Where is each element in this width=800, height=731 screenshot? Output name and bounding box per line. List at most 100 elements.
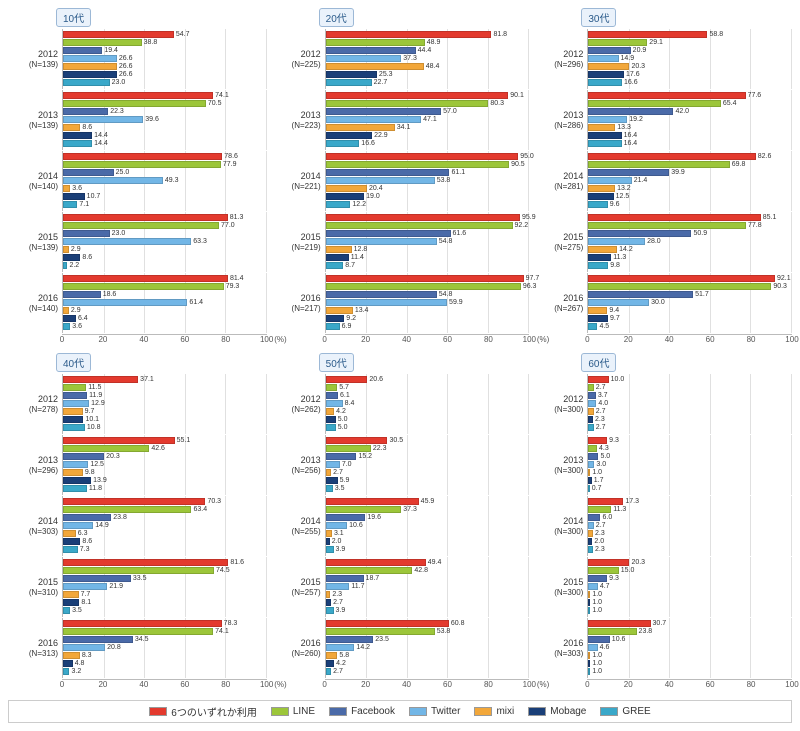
bar-value-label: 90.5 — [511, 161, 525, 168]
axis-tick: 60 — [443, 680, 452, 689]
bar-mixi — [588, 63, 629, 70]
bar-value-label: 4.2 — [336, 408, 346, 415]
bar-facebook — [588, 392, 595, 399]
bar-value-label: 80.3 — [490, 100, 504, 107]
bar-value-label: 53.8 — [437, 628, 451, 635]
bar-value-label: 25.0 — [116, 169, 130, 176]
bar-twitter — [326, 644, 355, 651]
year-block: 2015(N=300)20.315.09.34.71.01.01.0 — [533, 557, 792, 617]
bar-gree — [326, 424, 336, 431]
axis-tick: 60 — [706, 335, 715, 344]
legend-item-mobage: Mobage — [528, 704, 586, 719]
bar-mobage — [326, 477, 338, 484]
bar-value-label: 37.1 — [140, 376, 154, 383]
year-label: 2013(N=286) — [533, 110, 587, 130]
bar-value-label: 74.1 — [215, 92, 229, 99]
bar-value-label: 9.7 — [85, 408, 95, 415]
bars-area: 82.669.839.921.413.212.59.6 — [587, 151, 792, 211]
bar-gree — [588, 546, 593, 553]
legend-item-any6: 6つのいずれか利用 — [149, 704, 257, 719]
bar-facebook — [588, 291, 693, 298]
bar-twitter — [63, 400, 89, 407]
bar-value-label: 16.6 — [624, 79, 638, 86]
bars-area: 97.796.354.859.913.49.26.9 — [325, 273, 530, 333]
panel-title: 30代 — [581, 8, 616, 27]
bar-gree — [588, 485, 590, 492]
bar-value-label: 8.6 — [82, 254, 92, 261]
bar-value-label: 2.0 — [594, 538, 604, 545]
bar-value-label: 4.2 — [336, 660, 346, 667]
bar-value-label: 19.6 — [367, 514, 381, 521]
bars-area: 20.315.09.34.71.01.01.0 — [587, 557, 792, 617]
chart-grid: 10代2012(N=139)54.738.819.426.626.626.623… — [8, 8, 792, 694]
bar-value-label: 10.1 — [85, 416, 99, 423]
bar-value-label: 49.3 — [165, 177, 179, 184]
bar-twitter — [63, 299, 187, 306]
bar-mixi — [63, 246, 69, 253]
bar-value-label: 29.1 — [649, 39, 663, 46]
bars-area: 45.937.319.610.63.12.03.9 — [325, 496, 530, 556]
year-block: 2015(N=275)85.177.850.928.014.211.39.8 — [533, 212, 792, 272]
bar-value-label: 92.1 — [777, 275, 791, 282]
legend-label: Twitter — [431, 706, 460, 717]
bar-mobage — [588, 315, 608, 322]
bar-mixi — [326, 591, 331, 598]
bar-value-label: 1.0 — [592, 591, 602, 598]
bar-mixi — [326, 185, 367, 192]
bar-value-label: 54.7 — [176, 31, 190, 38]
axis-tick: 40 — [665, 335, 674, 344]
bar-gree — [63, 323, 70, 330]
bar-mobage — [588, 599, 590, 606]
bar-value-label: 5.9 — [340, 477, 350, 484]
bar-value-label: 14.2 — [356, 644, 370, 651]
axis-tick: 0 — [60, 335, 64, 344]
bars-area: 30.522.315.27.02.75.93.5 — [325, 435, 530, 495]
bar-value-label: 3.6 — [72, 323, 82, 330]
bar-value-label: 2.7 — [596, 522, 606, 529]
axis-tick: 40 — [139, 680, 148, 689]
bar-mixi — [588, 652, 590, 659]
bar-value-label: 20.8 — [107, 644, 121, 651]
bar-value-label: 8.1 — [81, 599, 91, 606]
bar-value-label: 5.7 — [339, 384, 349, 391]
bar-value-label: 30.0 — [651, 299, 665, 306]
bar-line — [63, 39, 142, 46]
bar-any6 — [588, 275, 775, 282]
year-block: 2013(N=296)55.142.620.312.59.813.911.8 — [8, 435, 267, 495]
bar-any6 — [588, 437, 607, 444]
bar-value-label: 77.0 — [221, 222, 235, 229]
bar-line — [588, 222, 746, 229]
axis-tick: 20 — [624, 680, 633, 689]
axis-tick: 20 — [361, 680, 370, 689]
bar-gree — [326, 140, 360, 147]
bar-value-label: 54.8 — [439, 238, 453, 245]
bar-value-label: 8.6 — [82, 124, 92, 131]
bar-mobage — [326, 599, 331, 606]
bar-mobage — [326, 193, 365, 200]
bar-value-label: 4.7 — [600, 583, 610, 590]
bar-mixi — [588, 591, 590, 598]
bars-area: 17.311.36.02.72.32.02.3 — [587, 496, 792, 556]
bar-line — [588, 567, 618, 574]
bar-mixi — [588, 307, 607, 314]
year-block: 2012(N=300)10.02.73.74.02.72.32.7 — [533, 374, 792, 434]
year-label: 2015(N=139) — [8, 232, 62, 252]
bar-mobage — [326, 132, 372, 139]
bars-area: 85.177.850.928.014.211.39.8 — [587, 212, 792, 272]
bar-value-label: 65.4 — [723, 100, 737, 107]
bar-value-label: 48.4 — [426, 63, 440, 70]
bar-value-label: 1.0 — [592, 652, 602, 659]
bar-value-label: 11.8 — [89, 485, 102, 492]
bar-value-label: 61.1 — [451, 169, 465, 176]
bar-value-label: 5.0 — [338, 424, 348, 431]
bar-mixi — [63, 530, 76, 537]
bar-twitter — [588, 583, 598, 590]
year-label: 2012(N=296) — [533, 49, 587, 69]
bars-area: 81.479.318.661.42.96.43.6 — [62, 273, 267, 333]
bar-value-label: 74.5 — [216, 567, 230, 574]
bar-twitter — [588, 177, 631, 184]
bar-value-label: 12.2 — [352, 201, 366, 208]
bar-value-label: 37.3 — [403, 55, 417, 62]
bar-mobage — [326, 416, 336, 423]
bar-value-label: 11.3 — [613, 506, 626, 513]
